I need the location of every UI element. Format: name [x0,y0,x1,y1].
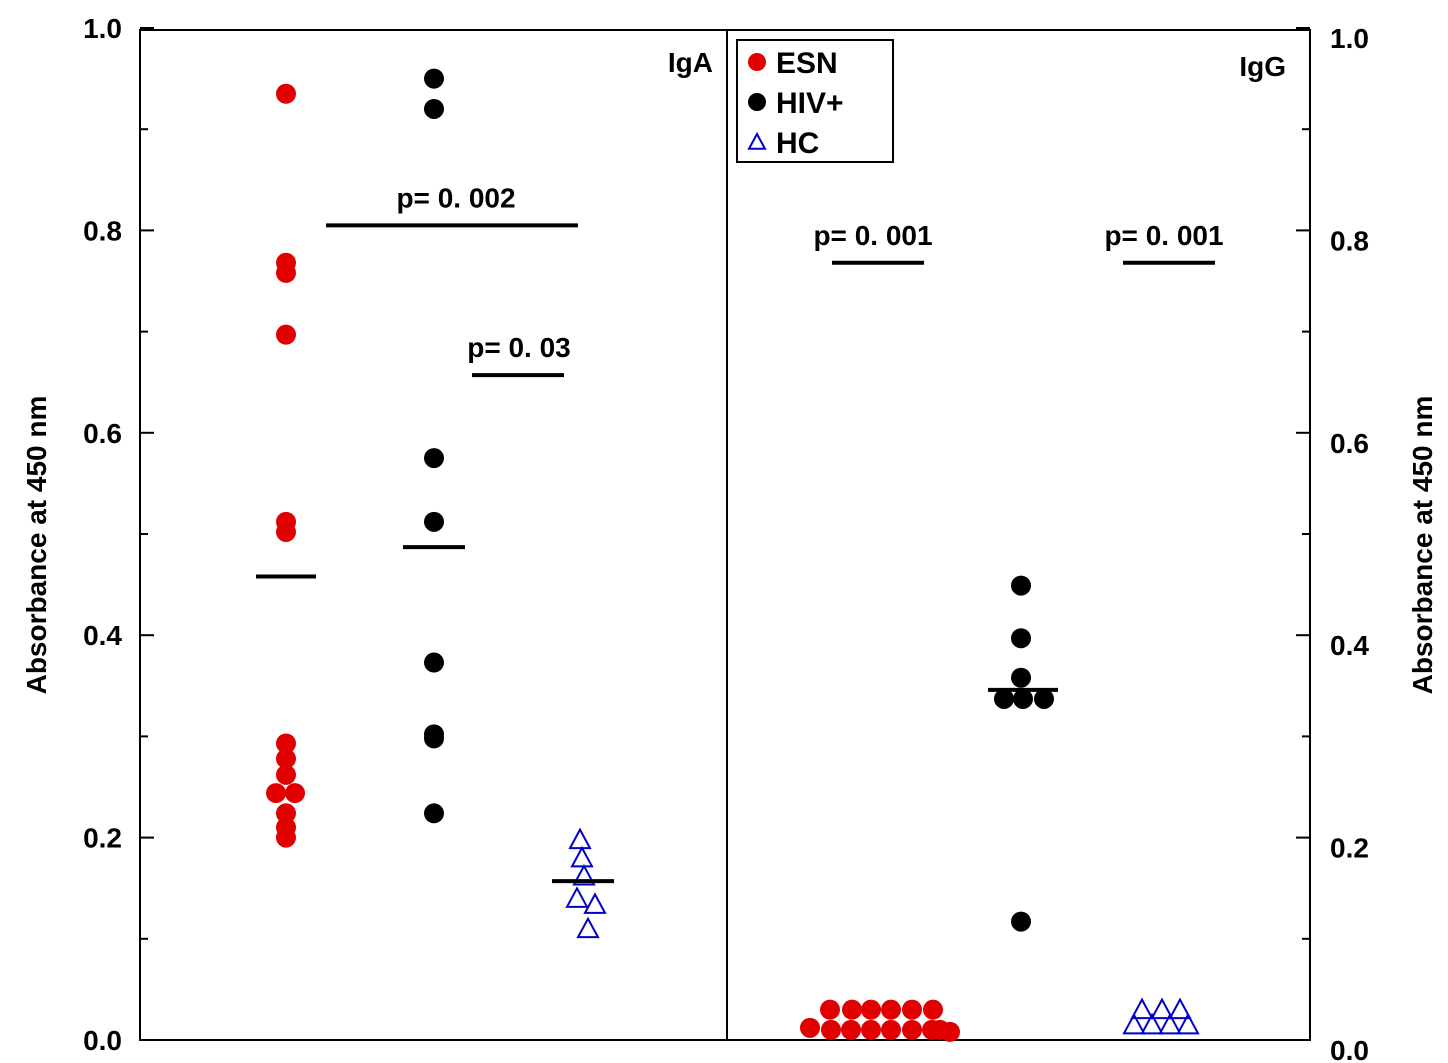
legend-label: ESN [776,47,838,80]
igg-hc-point [1158,1012,1182,1035]
igg-esn-point [902,1019,922,1040]
igg-esn-point [821,1019,841,1040]
left-tick-label: 0.8 [83,215,122,246]
iga-hc-point [565,886,589,908]
iga-p-value-2: p= 0. 03 [467,332,571,363]
iga-hc-point [568,827,592,850]
iga-esn-point [276,748,296,769]
iga-hc-point [570,845,594,868]
igg-esn-point [800,1017,820,1038]
panel-label-iga: IgA [668,47,713,78]
igg-esn-point [842,999,862,1020]
left-tick-label: 0.4 [83,620,122,651]
legend-marker-hc [747,131,767,150]
igg-hiv-point [1011,911,1031,932]
right-tick-label: 0.0 [1330,1035,1369,1063]
left-tick-label: 0.2 [83,823,122,854]
igg-esn-point [881,999,901,1020]
igg-hiv-point [1013,688,1033,709]
iga-hiv-point [424,803,444,824]
igg-esn-point [902,999,922,1020]
igg-hiv-point [1011,628,1031,649]
iga-esn-point [276,764,296,785]
igg-hc-point [1122,1012,1146,1035]
plot-frame [139,29,1311,1041]
iga-hc-point [583,892,607,914]
right-tick-label: 0.4 [1330,630,1369,661]
iga-esn-point [266,783,286,804]
igg-esn-point [923,999,943,1020]
iga-hiv-point [424,511,444,532]
iga-esn-point [276,733,296,754]
igg-p-value-1: p= 0. 001 [813,220,932,251]
igg-hc-point [1176,1012,1200,1035]
legend-marker-hiv [748,93,766,111]
iga-esn-point [276,803,296,824]
iga-p-value-1: p= 0. 002 [396,182,515,213]
iga-hiv-point [424,68,444,89]
right-y-axis-label: Absorbance at 450 nm [1407,396,1438,695]
igg-p-value-2: p= 0. 001 [1104,220,1223,251]
legend-marker-esn [748,53,766,71]
igg-esn-point [841,1019,861,1040]
igg-hiv-point [994,688,1014,709]
igg-esn-point [881,1019,901,1040]
iga-hiv-point [424,98,444,119]
left-tick-label: 0.6 [83,418,122,449]
iga-esn-point [276,83,296,104]
legend-label: HC [776,127,819,160]
igg-hiv-point [1011,667,1031,688]
right-tick-label: 0.8 [1330,225,1369,256]
iga-esn-point [276,324,296,345]
igg-hc-point [1130,997,1154,1020]
right-tick-label: 0.2 [1330,833,1369,864]
igg-esn-point [820,999,840,1020]
igg-esn-point [940,1021,960,1042]
igg-esn-point [861,1019,881,1040]
igg-hc-point [1168,997,1192,1020]
panel-label-igg: IgG [1239,51,1286,82]
iga-hc-point [572,863,596,886]
iga-hiv-point [424,728,444,749]
right-tick-label: 1.0 [1330,23,1369,54]
igg-esn-point [861,999,881,1020]
iga-hc-point [576,916,600,939]
igg-hc-point [1140,1012,1164,1035]
left-y-axis-label: Absorbance at 450 nm [21,396,52,695]
igg-hc-point [1150,997,1174,1020]
igg-hiv-point [1034,688,1054,709]
legend-label: HIV+ [776,87,844,120]
iga-esn-point [276,262,296,283]
left-tick-label: 0.0 [83,1025,122,1056]
iga-esn-point [276,827,296,848]
iga-hiv-point [424,652,444,673]
left-tick-label: 1.0 [83,13,122,44]
iga-esn-point [285,783,305,804]
iga-hiv-point [424,448,444,469]
igg-hiv-point [1011,575,1031,596]
right-tick-label: 0.6 [1330,428,1369,459]
iga-esn-point [276,521,296,542]
